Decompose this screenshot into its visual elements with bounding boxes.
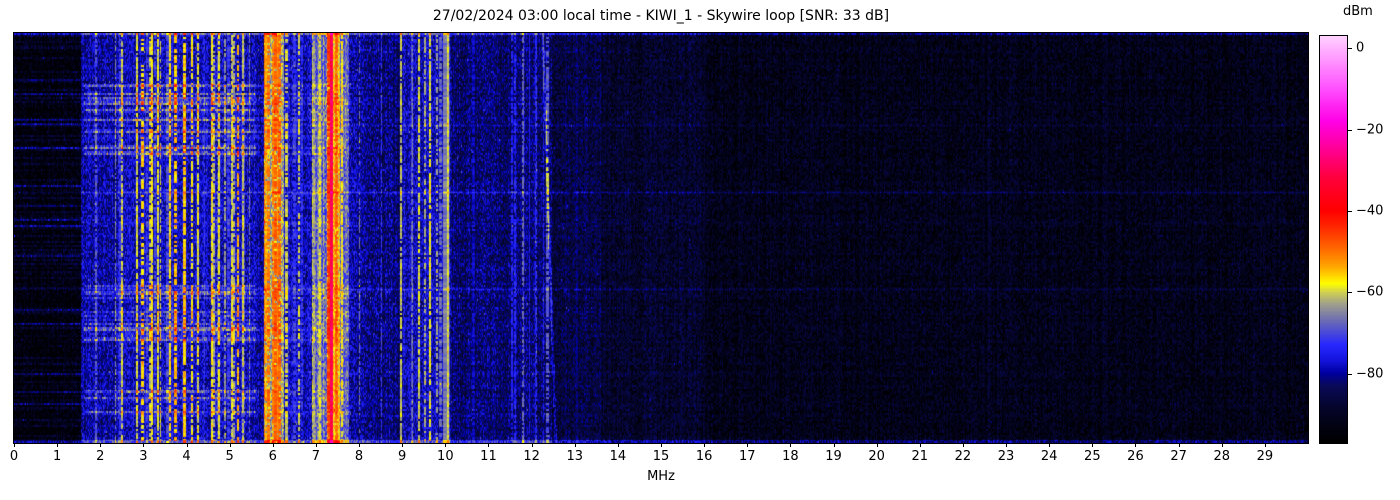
x-tick-label: 26 — [1127, 449, 1144, 464]
x-tick — [531, 443, 533, 447]
x-tick — [402, 443, 404, 447]
x-tick-label: 15 — [652, 449, 670, 464]
x-tick — [100, 443, 102, 447]
x-tick — [1221, 443, 1223, 447]
x-tick — [359, 443, 361, 447]
x-tick — [747, 443, 749, 447]
x-tick-label: 14 — [609, 449, 627, 464]
x-tick-label: 28 — [1213, 449, 1230, 464]
colorbar-unit-label: dBm — [1343, 4, 1373, 19]
x-tick — [1178, 443, 1180, 447]
x-tick — [833, 443, 835, 447]
x-tick — [1006, 443, 1008, 447]
x-tick — [790, 443, 792, 447]
x-tick-label: 1 — [52, 449, 62, 464]
x-tick-label: 19 — [825, 449, 842, 464]
x-tick-label: 10 — [437, 449, 454, 464]
x-tick-label: 3 — [139, 449, 148, 464]
x-tick-label: 24 — [1040, 449, 1058, 464]
x-tick — [661, 443, 662, 447]
x-tick-label: 21 — [911, 449, 929, 464]
x-tick — [876, 443, 878, 447]
colorbar-tick — [1347, 129, 1352, 131]
x-tick — [14, 443, 15, 447]
x-tick-label: 7 — [311, 449, 321, 464]
x-tick-label: 6 — [268, 449, 277, 464]
colorbar-tick-label: −80 — [1356, 366, 1384, 382]
x-tick — [272, 443, 274, 447]
x-tick — [574, 443, 576, 447]
x-tick-label: 16 — [695, 449, 713, 464]
chart-title: 27/02/2024 03:00 local time - KIWI_1 - S… — [432, 8, 890, 24]
colorbar-tick — [1347, 292, 1352, 294]
spectrogram-canvas — [14, 33, 1308, 443]
x-tick — [1135, 443, 1137, 447]
colorbar-tick-label: −20 — [1356, 122, 1384, 138]
x-tick — [445, 443, 447, 447]
x-tick-label: 20 — [868, 449, 885, 464]
x-tick — [488, 443, 490, 447]
x-axis-label: MHz — [647, 469, 675, 484]
x-tick-label: 18 — [782, 449, 799, 464]
x-tick-label: 27 — [1170, 449, 1187, 464]
x-tick-label: 13 — [566, 449, 583, 464]
colorbar-tick-label: −40 — [1356, 203, 1384, 219]
x-tick — [617, 443, 619, 447]
colorbar — [1319, 35, 1348, 444]
x-tick — [919, 443, 921, 447]
x-tick — [1264, 443, 1266, 447]
x-tick-label: 5 — [225, 449, 234, 464]
colorbar-canvas — [1320, 36, 1347, 443]
x-tick-label: 17 — [738, 449, 756, 464]
x-tick — [229, 443, 231, 447]
x-tick — [962, 443, 964, 447]
x-tick — [1049, 443, 1051, 447]
x-tick-label: 9 — [398, 449, 407, 464]
x-tick-label: 29 — [1256, 449, 1274, 464]
x-tick — [57, 443, 59, 447]
plot-area — [13, 32, 1309, 444]
x-tick — [1092, 443, 1094, 447]
x-tick-label: 22 — [954, 449, 972, 464]
colorbar-tick — [1347, 373, 1352, 375]
colorbar-tick-label: 0 — [1356, 40, 1365, 56]
x-tick-label: 11 — [480, 449, 497, 464]
x-tick-label: 2 — [96, 449, 105, 464]
x-tick — [315, 443, 317, 447]
x-tick — [143, 443, 145, 447]
x-tick-label: 8 — [354, 449, 364, 464]
colorbar-tick — [1347, 48, 1352, 50]
x-tick-label: 0 — [9, 449, 19, 464]
x-tick-label: 4 — [182, 449, 191, 464]
colorbar-tick — [1347, 211, 1352, 212]
x-tick-label: 25 — [1084, 449, 1101, 464]
x-tick-label: 12 — [523, 449, 540, 464]
x-tick — [186, 443, 188, 447]
x-tick — [704, 443, 706, 447]
colorbar-tick-label: −60 — [1356, 284, 1384, 300]
x-tick-label: 23 — [997, 449, 1015, 464]
